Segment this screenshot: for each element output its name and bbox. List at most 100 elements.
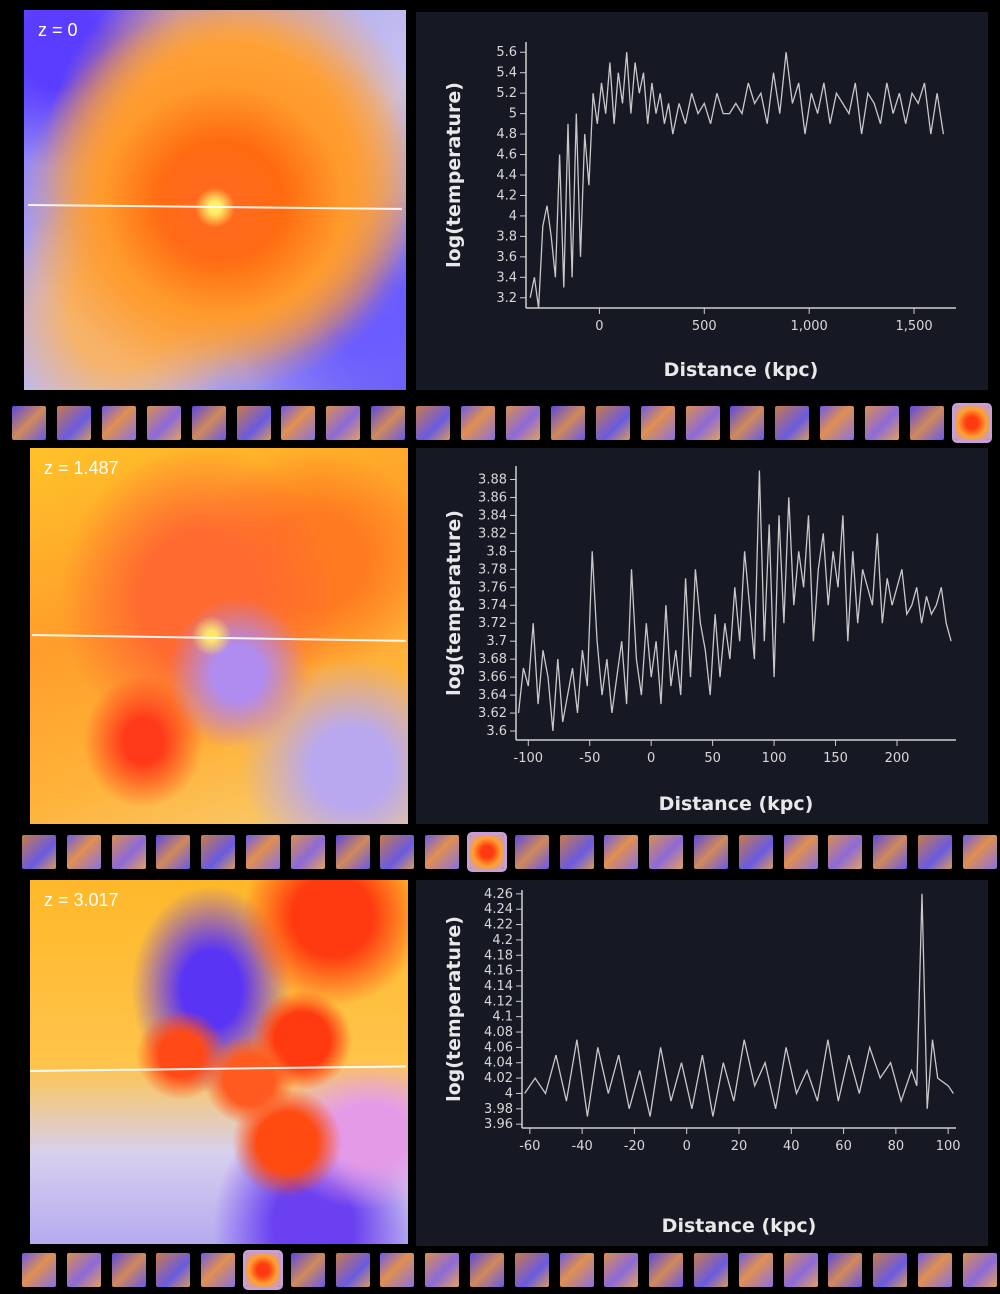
x-tick-label: 0 [595, 319, 603, 334]
thumbnail[interactable] [514, 835, 549, 869]
thumbnail[interactable] [12, 406, 46, 440]
thumbnail[interactable] [101, 406, 136, 440]
x-tick-label: 150 [823, 751, 848, 766]
thumbnail[interactable] [604, 1253, 639, 1287]
thumbnail[interactable] [290, 835, 325, 869]
thumbnail[interactable] [281, 406, 316, 440]
y-tick-label: 4.6 [496, 148, 517, 163]
thumbnail[interactable] [828, 835, 863, 869]
thumbnail[interactable] [22, 1253, 56, 1287]
thumbnail[interactable] [290, 1253, 325, 1287]
chart-box-3: 3.96 3.98 4 4.02 4.04 4.06 4.08 4.1 4.12 4.14 4.16… [416, 880, 988, 1246]
thumbnail[interactable] [865, 406, 900, 440]
panel-3: z = 3.017 3.96 3.98 4 4.02 4.04 4.06 4.08 4.1 4.… [0, 880, 1000, 1294]
chart-box-2: 3.6 3.62 3.64 3.66 3.68 3.7 3.72 3.74 3.76 3.78 3.… [416, 448, 988, 824]
temperature-chart-2: 3.6 3.62 3.64 3.66 3.68 3.7 3.72 3.74 3.76 3.78 3.… [443, 466, 956, 815]
thumbnail[interactable] [918, 1253, 952, 1287]
thumbnail[interactable] [694, 835, 728, 869]
thumbnail[interactable] [595, 406, 630, 440]
thumbnail[interactable] [962, 835, 997, 869]
y-tick-label: 4.2 [492, 933, 513, 948]
thumbnail[interactable] [649, 835, 684, 869]
thumbnail[interactable] [335, 835, 370, 869]
thumbnail[interactable] [918, 835, 952, 869]
thumbnail[interactable] [201, 835, 236, 869]
thumbnail[interactable] [514, 1253, 549, 1287]
x-axis-title: Distance (kpc) [664, 359, 819, 381]
thumbnail[interactable] [730, 406, 765, 440]
y-tick-label: 3.88 [478, 472, 507, 487]
thumbnail[interactable] [425, 1253, 460, 1287]
y-tick-label: 3.6 [496, 250, 517, 265]
x-tick-label: 0 [647, 751, 655, 766]
thumbnail[interactable] [425, 835, 460, 869]
simulation-view-1[interactable]: z = 0 [24, 10, 406, 390]
temperature-chart-1: 3.2 3.4 3.6 3.8 4 4.2 4.4 4.6 4.8 5 5.2 5.4 5.6 0 500 1… [443, 42, 956, 381]
thumbnail[interactable] [335, 1253, 370, 1287]
thumbnail-selected[interactable] [467, 832, 507, 872]
y-tick-label: 3.2 [496, 291, 517, 306]
thumbnail[interactable] [380, 1253, 415, 1287]
simulation-render [30, 880, 408, 1244]
thumbnail[interactable] [873, 835, 908, 869]
y-axis-title: log(temperature) [443, 510, 465, 696]
thumbnail[interactable] [783, 835, 818, 869]
x-tick-label: 500 [692, 319, 717, 334]
thumbnail[interactable] [371, 406, 406, 440]
thumbnail[interactable] [910, 406, 944, 440]
thumbnail[interactable] [66, 835, 101, 869]
thumbnail[interactable] [559, 1253, 594, 1287]
thumbnail[interactable] [505, 406, 540, 440]
thumbnail[interactable] [604, 835, 639, 869]
thumbnail[interactable] [640, 406, 675, 440]
x-tick-label: 100 [762, 751, 787, 766]
thumbnail-selected[interactable] [951, 403, 992, 443]
thumbnail[interactable] [66, 1253, 101, 1287]
y-tick-label: 3.8 [486, 544, 507, 559]
y-tick-label: 4.12 [484, 994, 513, 1009]
thumbnail[interactable] [873, 1253, 908, 1287]
thumbnail[interactable] [236, 406, 271, 440]
thumbnail[interactable] [111, 1253, 146, 1287]
thumbnail-strip-3 [0, 1246, 1000, 1294]
thumbnail[interactable] [738, 1253, 773, 1287]
y-tick-label: 3.74 [478, 598, 507, 613]
y-tick-label: 4.16 [484, 964, 513, 979]
thumbnail[interactable] [111, 835, 146, 869]
thumbnail[interactable] [246, 835, 280, 869]
thumbnail[interactable] [820, 406, 855, 440]
thumbnail[interactable] [156, 835, 191, 869]
y-tick-label: 3.86 [478, 490, 507, 505]
y-tick-label: 3.66 [478, 670, 507, 685]
x-tick-label: -100 [514, 751, 544, 766]
thumbnail[interactable] [550, 406, 585, 440]
x-tick-label: -40 [572, 1139, 593, 1154]
thumbnail[interactable] [146, 406, 181, 440]
simulation-view-2[interactable]: z = 1.487 [30, 448, 408, 824]
thumbnail[interactable] [559, 835, 594, 869]
thumbnail[interactable] [783, 1253, 818, 1287]
thumbnail-selected[interactable] [243, 1250, 283, 1290]
thumbnail[interactable] [649, 1253, 684, 1287]
thumbnail[interactable] [962, 1253, 997, 1287]
thumbnail[interactable] [191, 406, 226, 440]
thumbnail[interactable] [416, 406, 451, 440]
y-tick-label: 5 [509, 107, 517, 122]
thumbnail[interactable] [56, 406, 91, 440]
y-tick-label: 4.18 [484, 948, 513, 963]
thumbnail[interactable] [201, 1253, 236, 1287]
x-tick-label: 40 [783, 1139, 800, 1154]
simulation-view-3[interactable]: z = 3.017 [30, 880, 408, 1244]
thumbnail[interactable] [470, 1253, 504, 1287]
thumbnail[interactable] [738, 835, 773, 869]
thumbnail[interactable] [326, 406, 361, 440]
y-tick-label: 3.68 [478, 652, 507, 667]
thumbnail[interactable] [828, 1253, 863, 1287]
thumbnail[interactable] [694, 1253, 728, 1287]
thumbnail[interactable] [380, 835, 415, 869]
thumbnail[interactable] [22, 835, 56, 869]
thumbnail[interactable] [461, 406, 495, 440]
thumbnail[interactable] [156, 1253, 191, 1287]
thumbnail[interactable] [775, 406, 810, 440]
thumbnail[interactable] [685, 406, 720, 440]
